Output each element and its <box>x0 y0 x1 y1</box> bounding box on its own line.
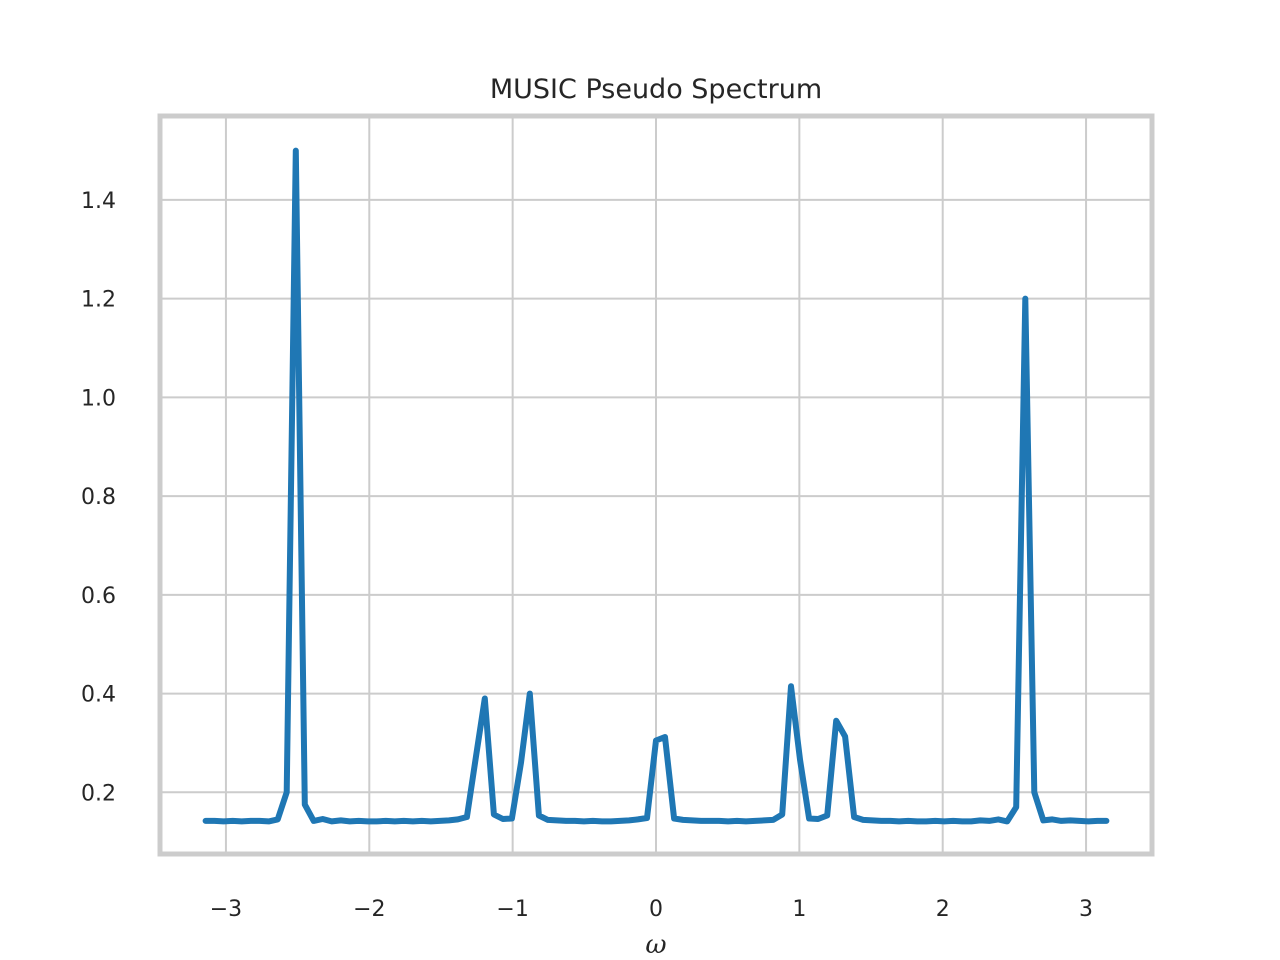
x-tick-label: 0 <box>649 897 663 922</box>
x-tick-label: −1 <box>496 897 528 922</box>
grid-lines <box>160 116 1152 854</box>
x-tick-label: 1 <box>792 897 806 922</box>
x-tick-label: 2 <box>936 897 950 922</box>
spectrum-series-line <box>202 147 1110 825</box>
series-layer <box>202 147 1110 825</box>
y-tick-label: 0.8 <box>81 485 116 510</box>
y-tick-label: 0.6 <box>81 584 116 609</box>
chart-title: MUSIC Pseudo Spectrum <box>490 74 822 105</box>
y-tick-label: 1.0 <box>81 386 116 411</box>
y-tick-label: 0.4 <box>81 683 116 708</box>
x-tick-label: −2 <box>353 897 385 922</box>
y-tick-label: 1.2 <box>81 288 116 313</box>
y-tick-label: 1.4 <box>81 189 116 214</box>
y-tick-label: 0.2 <box>81 781 116 806</box>
x-tick-label: 3 <box>1079 897 1093 922</box>
plot-frame <box>157 113 1155 857</box>
tick-labels: −3 −2 −1 0 1 2 3 0.2 0.4 0.6 0.8 1.0 1.2 1.4 <box>81 189 1093 922</box>
x-tick-label: −3 <box>210 897 242 922</box>
x-axis-label: ω <box>645 930 666 960</box>
